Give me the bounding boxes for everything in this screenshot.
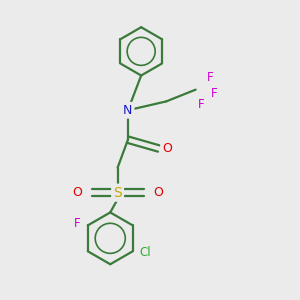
Text: Cl: Cl	[139, 246, 151, 259]
Text: S: S	[113, 186, 122, 200]
Text: F: F	[211, 87, 217, 100]
Text: O: O	[153, 186, 163, 199]
Text: F: F	[74, 218, 81, 230]
Text: O: O	[162, 142, 172, 155]
Text: O: O	[72, 186, 82, 199]
Text: F: F	[207, 71, 214, 84]
Text: N: N	[123, 104, 133, 117]
Text: F: F	[198, 98, 204, 111]
